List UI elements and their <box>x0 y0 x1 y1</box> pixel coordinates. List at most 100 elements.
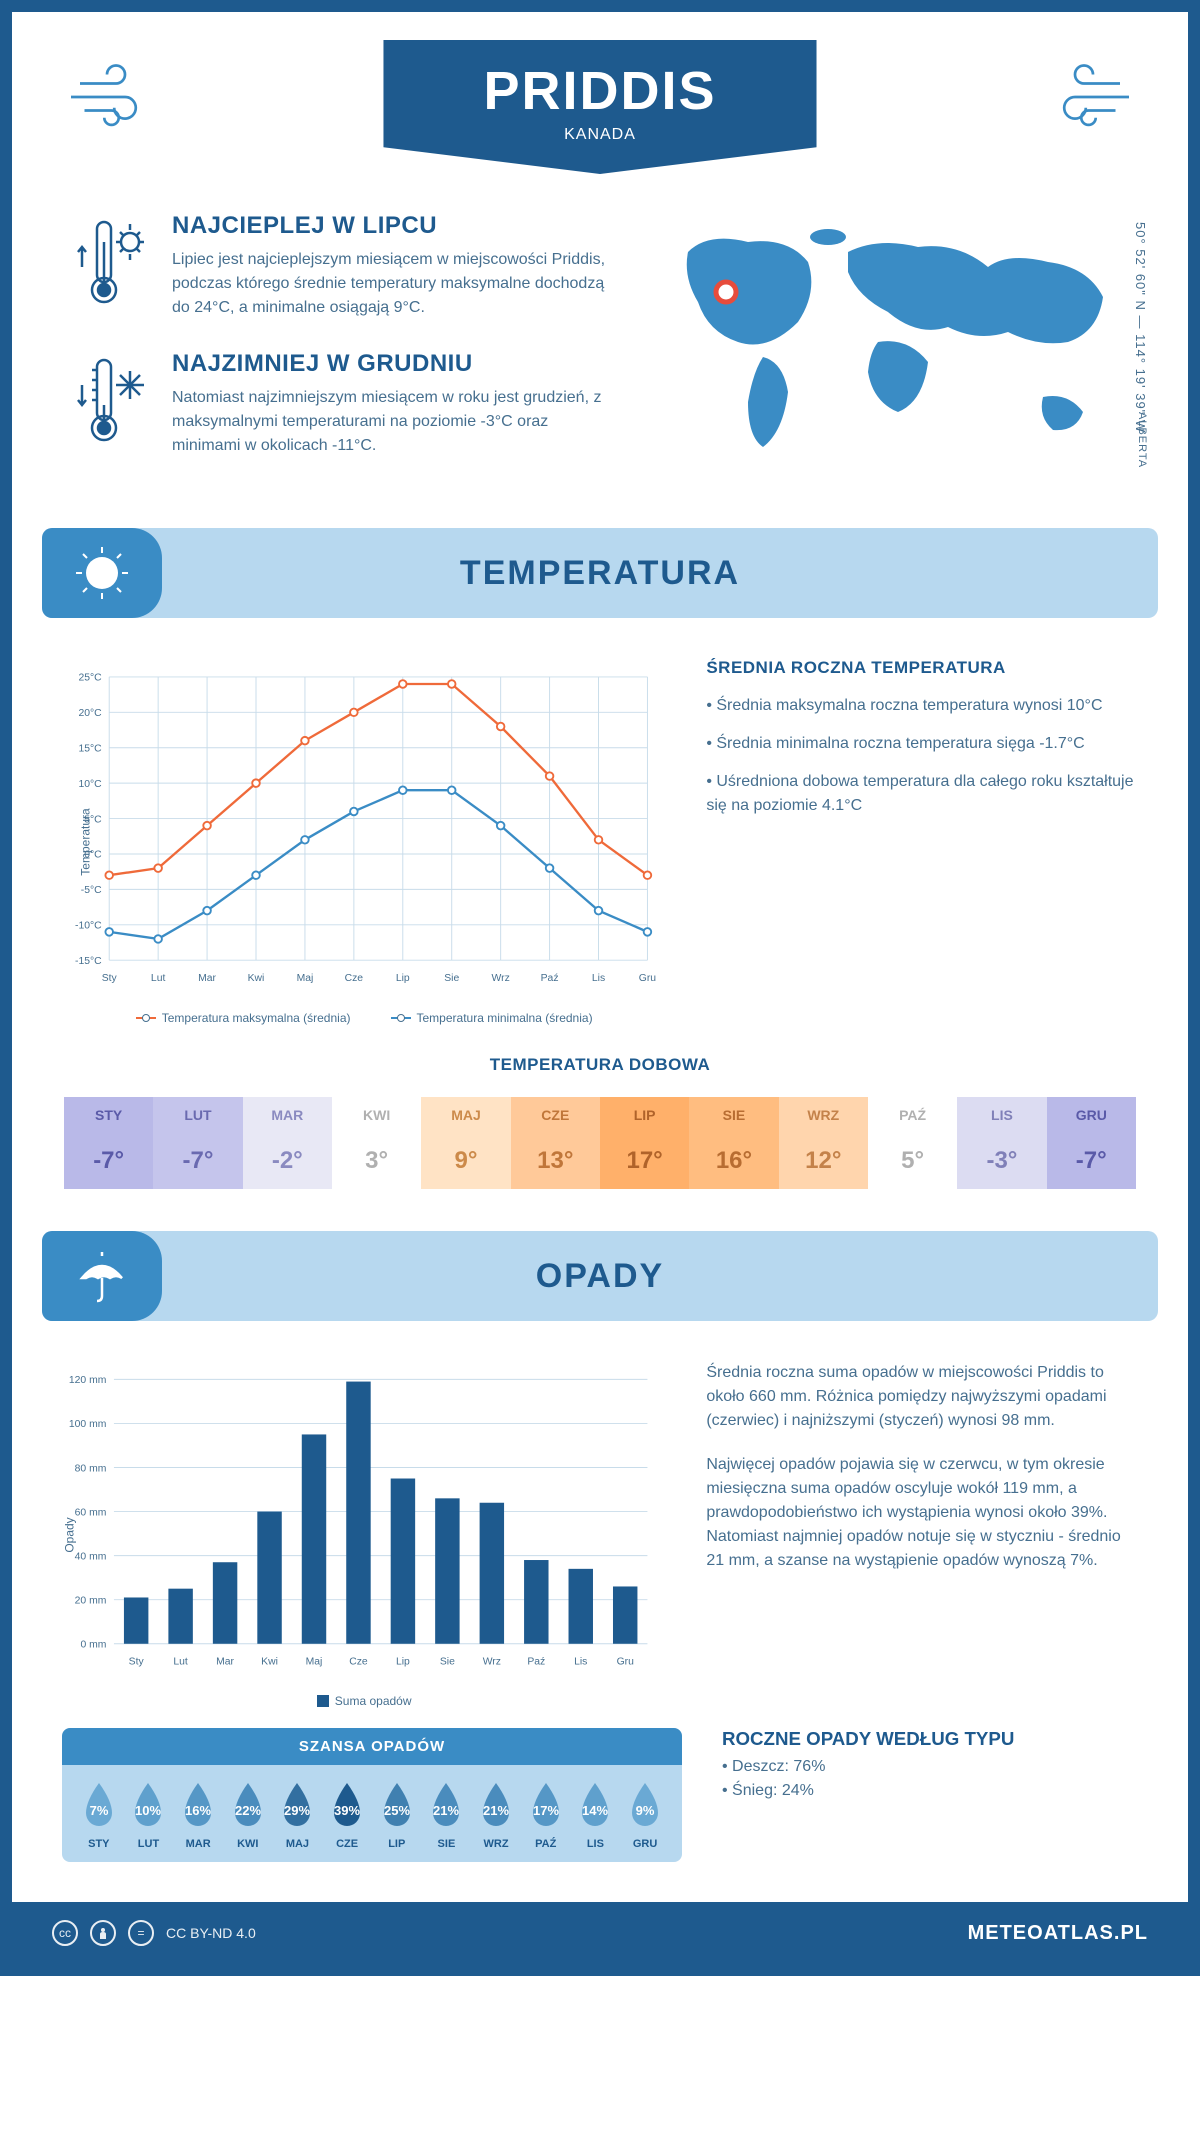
precip-para-2: Najwięcej opadów pojawia się w czerwcu, … <box>706 1453 1138 1573</box>
daily-temp-cell: GRU-7° <box>1047 1097 1136 1189</box>
region-label: ALBERTA <box>1136 412 1148 468</box>
warmest-text: Lipiec jest najcieplejszym miesiącem w m… <box>172 248 608 320</box>
svg-text:21%: 21% <box>483 1803 509 1818</box>
thermometer-cold-icon <box>72 350 152 450</box>
daily-temp-cell: PAŹ5° <box>868 1097 957 1189</box>
daily-temp-cell: STY-7° <box>64 1097 153 1189</box>
precip-y-axis-label: Opady <box>63 1517 77 1552</box>
precip-type-title: ROCZNE OPADY WEDŁUG TYPU <box>722 1728 1138 1750</box>
chance-drop: 14%LIS <box>576 1781 614 1850</box>
daily-temp-cell: LIP17° <box>600 1097 689 1189</box>
chance-drop: 16%MAR <box>179 1781 217 1850</box>
coldest-month-block: NAJZIMNIEJ W GRUDNIU Natomiast najzimnie… <box>72 350 608 458</box>
svg-text:29%: 29% <box>284 1803 310 1818</box>
sun-icon <box>42 528 162 618</box>
legend-min: Temperatura minimalna (średnia) <box>417 1011 593 1025</box>
temperature-section-header: TEMPERATURA <box>42 528 1158 618</box>
chance-drop: 21%SIE <box>427 1781 465 1850</box>
avg-temp-title: ŚREDNIA ROCZNA TEMPERATURA <box>706 658 1138 678</box>
svg-text:20 mm: 20 mm <box>75 1595 107 1606</box>
temp-y-axis-label: Temperatura <box>79 808 93 875</box>
title-ribbon: PRIDDIS KANADA <box>383 40 816 174</box>
svg-text:Maj: Maj <box>306 1657 323 1668</box>
daily-temp-cell: LUT-7° <box>153 1097 242 1189</box>
wind-icon <box>1048 52 1138 142</box>
svg-text:20°C: 20°C <box>78 708 102 719</box>
svg-text:Lis: Lis <box>574 1657 587 1668</box>
top-info: NAJCIEPLEJ W LIPCU Lipiec jest najcieple… <box>12 192 1188 528</box>
svg-text:Lis: Lis <box>592 973 605 984</box>
svg-text:15°C: 15°C <box>78 744 102 755</box>
svg-text:0 mm: 0 mm <box>80 1640 106 1651</box>
svg-text:Sty: Sty <box>129 1657 145 1668</box>
warmest-month-block: NAJCIEPLEJ W LIPCU Lipiec jest najcieple… <box>72 212 608 320</box>
svg-text:100 mm: 100 mm <box>69 1419 106 1430</box>
wind-icon <box>62 52 152 142</box>
precip-chart-legend: Suma opadów <box>62 1694 666 1708</box>
nd-icon: = <box>128 1920 154 1946</box>
svg-text:Lip: Lip <box>396 973 410 984</box>
svg-text:Paź: Paź <box>541 973 559 984</box>
coldest-title: NAJZIMNIEJ W GRUDNIU <box>172 350 608 378</box>
svg-text:Gru: Gru <box>639 973 657 984</box>
header: PRIDDIS KANADA <box>12 12 1188 192</box>
svg-text:Wrz: Wrz <box>492 973 510 984</box>
daily-temp-cell: MAJ9° <box>421 1097 510 1189</box>
svg-text:-5°C: -5°C <box>81 885 102 896</box>
temperature-title: TEMPERATURA <box>460 554 740 593</box>
svg-text:9%: 9% <box>636 1803 655 1818</box>
precip-para-1: Średnia roczna suma opadów w miejscowośc… <box>706 1361 1138 1433</box>
svg-text:Lut: Lut <box>151 973 166 984</box>
chance-drop: 10%LUT <box>129 1781 167 1850</box>
precipitation-title: OPADY <box>536 1257 664 1296</box>
warmest-title: NAJCIEPLEJ W LIPCU <box>172 212 608 240</box>
precip-type-rain: • Deszcz: 76% <box>722 1758 1138 1776</box>
precip-type-snow: • Śnieg: 24% <box>722 1782 1138 1800</box>
svg-text:-10°C: -10°C <box>75 921 102 932</box>
umbrella-icon <box>42 1231 162 1321</box>
svg-text:10%: 10% <box>135 1803 161 1818</box>
chance-drop: 22%KWI <box>229 1781 267 1850</box>
svg-text:39%: 39% <box>334 1803 360 1818</box>
coordinates: 50° 52' 60" N — 114° 19' 39" W <box>1133 222 1148 433</box>
svg-text:Wrz: Wrz <box>483 1657 501 1668</box>
svg-text:25°C: 25°C <box>78 673 102 684</box>
svg-text:Paź: Paź <box>527 1657 545 1668</box>
chance-drops: 7%STY10%LUT16%MAR22%KWI29%MAJ39%CZE25%LI… <box>62 1765 682 1862</box>
world-map <box>648 212 1128 472</box>
svg-text:Maj: Maj <box>297 973 314 984</box>
precipitation-bar-chart: 0 mm20 mm40 mm60 mm80 mm100 mm120 mmStyL… <box>62 1361 666 1681</box>
daily-temp-cell: CZE13° <box>511 1097 600 1189</box>
svg-text:16%: 16% <box>185 1803 211 1818</box>
svg-text:14%: 14% <box>582 1803 608 1818</box>
svg-text:Sie: Sie <box>440 1657 455 1668</box>
svg-text:21%: 21% <box>433 1803 459 1818</box>
svg-text:22%: 22% <box>235 1803 261 1818</box>
temperature-line-chart: -15°C-10°C-5°C0°C5°C10°C15°C20°C25°CStyL… <box>62 658 666 998</box>
svg-text:Gru: Gru <box>617 1657 635 1668</box>
daily-temp-cell: KWI3° <box>332 1097 421 1189</box>
by-icon <box>90 1920 116 1946</box>
daily-temp-cell: LIS-3° <box>957 1097 1046 1189</box>
chance-drop: 39%CZE <box>328 1781 366 1850</box>
chance-title: SZANSA OPADÓW <box>62 1728 682 1765</box>
coldest-text: Natomiast najzimniejszym miesiącem w rok… <box>172 386 608 458</box>
svg-text:Mar: Mar <box>216 1657 234 1668</box>
svg-text:Sie: Sie <box>444 973 459 984</box>
legend-max: Temperatura maksymalna (średnia) <box>162 1011 351 1025</box>
license-text: CC BY-ND 4.0 <box>166 1925 256 1941</box>
svg-text:17%: 17% <box>533 1803 559 1818</box>
svg-text:Mar: Mar <box>198 973 216 984</box>
daily-temp-cell: SIE16° <box>689 1097 778 1189</box>
svg-text:Lut: Lut <box>173 1657 188 1668</box>
svg-text:Cze: Cze <box>349 1657 368 1668</box>
chance-drop: 25%LIP <box>378 1781 416 1850</box>
svg-text:120 mm: 120 mm <box>69 1375 106 1386</box>
cc-icon: cc <box>52 1920 78 1946</box>
daily-temp-cell: MAR-2° <box>243 1097 332 1189</box>
chance-drop: 9%GRU <box>626 1781 664 1850</box>
svg-text:Cze: Cze <box>345 973 364 984</box>
avg-bullet-2: • Średnia minimalna roczna temperatura s… <box>706 732 1138 756</box>
daily-temp-cell: WRZ12° <box>779 1097 868 1189</box>
avg-bullet-3: • Uśredniona dobowa temperatura dla całe… <box>706 770 1138 818</box>
